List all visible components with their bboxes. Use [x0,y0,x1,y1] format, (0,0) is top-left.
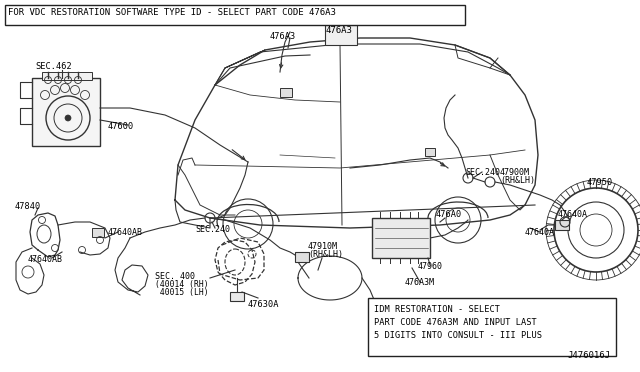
Text: 47640A: 47640A [558,210,588,219]
Text: 47640AB: 47640AB [28,255,63,264]
Text: 47840: 47840 [15,202,41,211]
Bar [425,148,435,156]
Text: 47640A: 47640A [525,228,555,237]
Text: 5 DIGITS INTO CONSULT - III PLUS: 5 DIGITS INTO CONSULT - III PLUS [374,331,542,340]
Text: 47910M: 47910M [308,242,338,251]
Bar [230,292,244,301]
Text: (RH&LH): (RH&LH) [500,176,535,185]
Text: 47640AB: 47640AB [108,228,143,237]
Bar [295,252,309,262]
Text: SEC.462: SEC.462 [35,62,72,71]
Bar [368,298,616,356]
Bar [92,228,104,237]
Text: 476A0: 476A0 [436,210,462,219]
Bar [42,72,92,80]
Text: (RH&LH): (RH&LH) [308,250,343,259]
Text: IDM RESTORATION - SELECT: IDM RESTORATION - SELECT [374,305,500,314]
Text: 47900M: 47900M [500,168,530,177]
Circle shape [65,115,71,121]
Text: PART CODE 476A3M AND INPUT LAST: PART CODE 476A3M AND INPUT LAST [374,318,537,327]
Text: 476A3: 476A3 [326,26,353,35]
Bar [280,88,292,97]
Text: 47600: 47600 [108,122,134,131]
Bar [5,5,465,25]
Text: SEC.240: SEC.240 [195,225,230,234]
Text: 47960: 47960 [418,262,443,271]
Bar [325,25,357,45]
Text: 40015 (LH): 40015 (LH) [155,288,209,297]
Bar [555,220,569,230]
Text: SEC.240: SEC.240 [465,168,500,177]
Text: 47950: 47950 [587,178,613,187]
Text: 476A3: 476A3 [270,32,296,41]
Text: J476016J: J476016J [567,351,610,360]
Text: (40014 (RH): (40014 (RH) [155,280,209,289]
Text: SEC. 400: SEC. 400 [155,272,195,281]
Text: 476A3M: 476A3M [405,278,435,287]
Text: 47630A: 47630A [248,300,280,309]
Bar [32,78,100,146]
Text: FOR VDC RESTORATION SOFTWARE TYPE ID - SELECT PART CODE 476A3: FOR VDC RESTORATION SOFTWARE TYPE ID - S… [8,8,336,17]
Bar [372,218,430,258]
